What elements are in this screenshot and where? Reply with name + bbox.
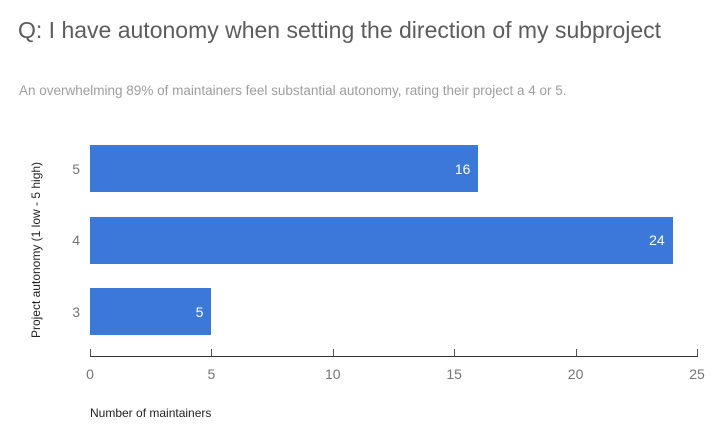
x-axis-tick xyxy=(697,349,698,356)
bar-value-label: 16 xyxy=(454,160,471,177)
x-axis-tick xyxy=(211,349,213,356)
bar-category-5: 16 xyxy=(90,145,479,192)
bar-category-3: 5 xyxy=(90,288,212,335)
category-label: 5 xyxy=(72,160,80,177)
x-axis-tick xyxy=(90,349,91,356)
x-axis-tick-label: 25 xyxy=(689,366,705,382)
x-axis-tick-label: 20 xyxy=(567,366,584,382)
chart-subtitle: An overwhelming 89% of maintainers feel … xyxy=(19,83,567,98)
chart-title: Q: I have autonomy when setting the dire… xyxy=(18,17,662,43)
bar-category-4: 24 xyxy=(90,216,673,264)
x-axis-tick-label: 10 xyxy=(325,366,341,382)
bar-value-label: 5 xyxy=(195,303,204,320)
bar-value-label: 24 xyxy=(649,232,665,248)
x-axis-tick xyxy=(575,349,577,356)
x-axis-title: Number of maintainers xyxy=(90,406,212,420)
x-axis-tick-label: 15 xyxy=(446,366,462,382)
x-axis-tick-label: 5 xyxy=(207,366,216,382)
x-axis-tick xyxy=(454,349,456,356)
x-axis-tick xyxy=(332,349,334,356)
x-axis-baseline xyxy=(90,356,698,357)
category-label: 3 xyxy=(72,303,80,320)
category-label: 4 xyxy=(72,232,80,248)
x-axis-tick-label: 0 xyxy=(86,366,94,382)
